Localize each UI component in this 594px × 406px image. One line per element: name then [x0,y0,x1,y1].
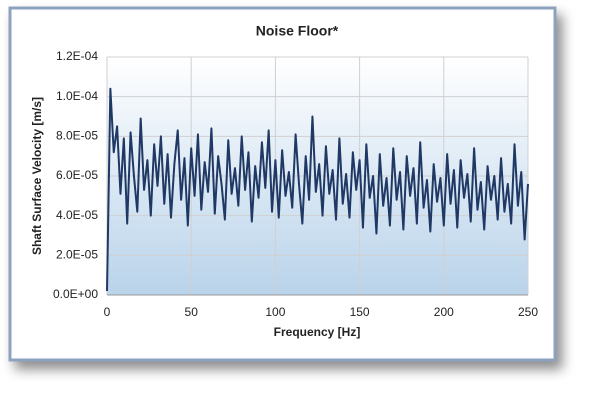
chart-title: Noise Floor* [256,23,339,39]
x-tick-label: 100 [265,305,285,319]
y-tick-label: 8.0E-05 [56,129,98,143]
y-tick-label: 4.0E-05 [56,208,98,222]
x-axis-label: Frequency [Hz] [274,325,361,339]
y-tick-label: 1.2E-04 [56,49,98,63]
y-axis-label: Shaft Surface Velocity [m/s] [30,97,44,255]
data-line [106,87,529,292]
y-tick-label: 6.0E-05 [56,168,98,182]
x-tick-label: 150 [350,305,370,319]
y-tick-label: 2.0E-05 [56,248,98,262]
y-tick-label: 0.0E+00 [53,287,98,301]
x-tick-label: 0 [104,305,111,319]
x-tick-label: 200 [434,305,454,319]
x-tick-label: 50 [185,305,199,319]
y-tick-label: 1.0E-04 [56,89,98,103]
x-tick-label: 250 [518,305,538,319]
